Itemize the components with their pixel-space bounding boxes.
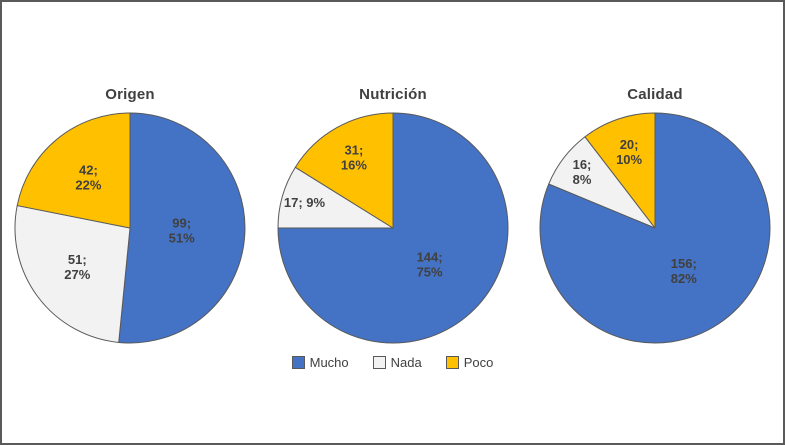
- pie-origen[interactable]: 99; 51% 51; 27% 42; 22%: [10, 108, 250, 348]
- slice-data-label: 99; 51%: [169, 216, 195, 246]
- slice-data-label: 51; 27%: [64, 252, 90, 282]
- slice-data-label: 156; 82%: [671, 256, 697, 286]
- slice-data-label: 17; 9%: [284, 195, 326, 210]
- legend-color-swatch: [372, 356, 386, 369]
- pie-calidad[interactable]: 156; 82% 16; 8% 20; 10%: [535, 108, 775, 348]
- pie-slice-poco[interactable]: [16, 112, 131, 229]
- chart-title-origen: Origen: [105, 86, 155, 103]
- legend-label: Poco: [463, 355, 494, 370]
- pie-slice-poco[interactable]: [294, 112, 394, 229]
- legend-color-swatch: [445, 356, 459, 369]
- pie-slice-mucho[interactable]: [277, 112, 509, 344]
- legend-color-swatch: [291, 356, 305, 369]
- slice-data-label: 31; 16%: [341, 143, 367, 173]
- slice-data-label: 16; 8%: [573, 157, 592, 187]
- chart-title-calidad: Calidad: [627, 86, 683, 103]
- slice-data-label: 42; 22%: [75, 162, 101, 192]
- chart-title-nutricion: Nutrición: [359, 86, 427, 103]
- legend-item-poco[interactable]: Poco: [445, 355, 494, 370]
- pie-chart-calidad: Calidad 156; 82% 16; 8% 20; 10%: [535, 86, 775, 348]
- legend-item-nada[interactable]: Nada: [372, 355, 422, 370]
- pie-chart-origen: Origen 99; 51% 51; 27% 42; 22%: [10, 86, 250, 348]
- pie-slice-poco[interactable]: [584, 112, 656, 229]
- legend-label: Nada: [390, 355, 422, 370]
- pie-chart-nutricion: Nutrición 144; 75% 17; 9% 31; 16%: [273, 86, 513, 348]
- slice-data-label: 20; 10%: [616, 137, 642, 167]
- pie-slice-mucho[interactable]: [539, 112, 771, 344]
- legend: Mucho Nada Poco: [2, 355, 783, 370]
- slice-data-label: 144; 75%: [417, 250, 443, 280]
- pie-slice-mucho[interactable]: [118, 112, 246, 344]
- pie-slice-nada[interactable]: [14, 205, 131, 343]
- legend-item-mucho[interactable]: Mucho: [291, 355, 349, 370]
- pie-nutricion[interactable]: 144; 75% 17; 9% 31; 16%: [273, 108, 513, 348]
- legend-label: Mucho: [309, 355, 349, 370]
